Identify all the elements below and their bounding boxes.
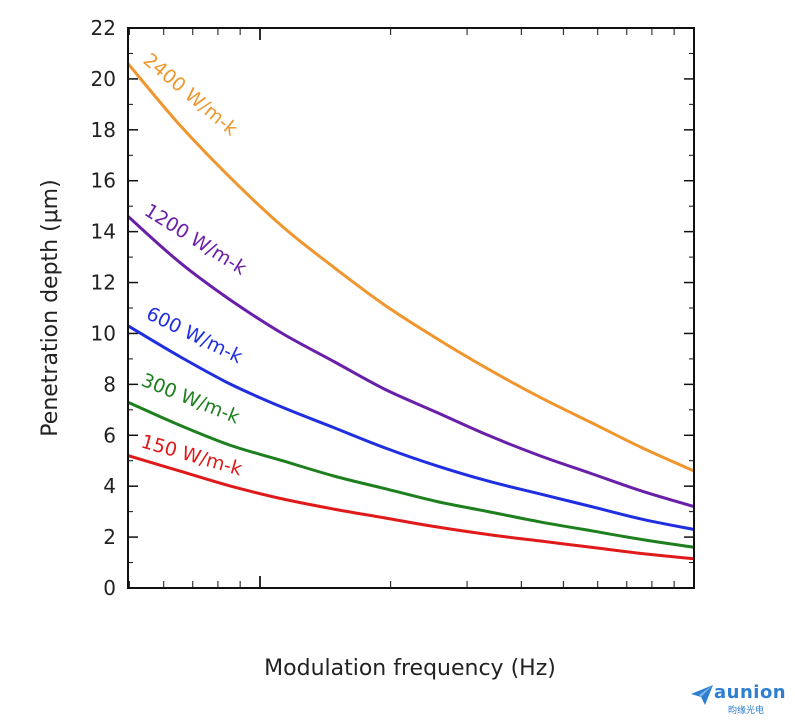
y-tick-label: 0 xyxy=(103,576,116,600)
logo-brand-subtext: 昀缘光电 xyxy=(728,706,765,716)
y-axis-title: Penetration depth (μm) xyxy=(38,179,63,436)
logo-brand-text: aunion xyxy=(714,682,787,703)
paper-plane-icon xyxy=(691,685,713,705)
y-tick-label: 2 xyxy=(103,525,116,549)
series-label-3: 300 W/m-k xyxy=(138,369,243,428)
series-label-4: 150 W/m-k xyxy=(139,431,245,481)
series-line-2 xyxy=(127,324,695,531)
x-axis-title: Modulation frequency (Hz) xyxy=(264,656,556,680)
axis-ticks xyxy=(128,27,694,589)
y-tick-label: 10 xyxy=(91,321,116,345)
aunion-logo: aunion 昀缘光电 xyxy=(690,682,790,718)
y-tick-labels: 0 2 4 6 8 10 12 14 16 18 20 22 xyxy=(91,16,116,600)
y-tick-label: 18 xyxy=(91,118,116,142)
series-label-2: 600 W/m-k xyxy=(143,303,246,368)
plot-frame xyxy=(127,27,695,589)
y-tick-label: 20 xyxy=(91,67,116,91)
y-tick-label: 22 xyxy=(91,16,116,40)
series-line-1 xyxy=(127,215,695,508)
y-tick-label: 6 xyxy=(103,423,116,447)
y-tick-label: 12 xyxy=(91,271,116,295)
series-line-3 xyxy=(127,400,695,549)
series-lines xyxy=(126,62,695,561)
y-tick-label: 8 xyxy=(103,372,116,396)
y-tick-label: 16 xyxy=(91,169,116,193)
series-line-0 xyxy=(126,62,695,473)
series-label-1: 1200 W/m-k xyxy=(140,200,250,280)
y-tick-label: 4 xyxy=(103,474,116,498)
y-tick-label: 14 xyxy=(91,220,116,244)
series-line-4 xyxy=(127,454,695,561)
